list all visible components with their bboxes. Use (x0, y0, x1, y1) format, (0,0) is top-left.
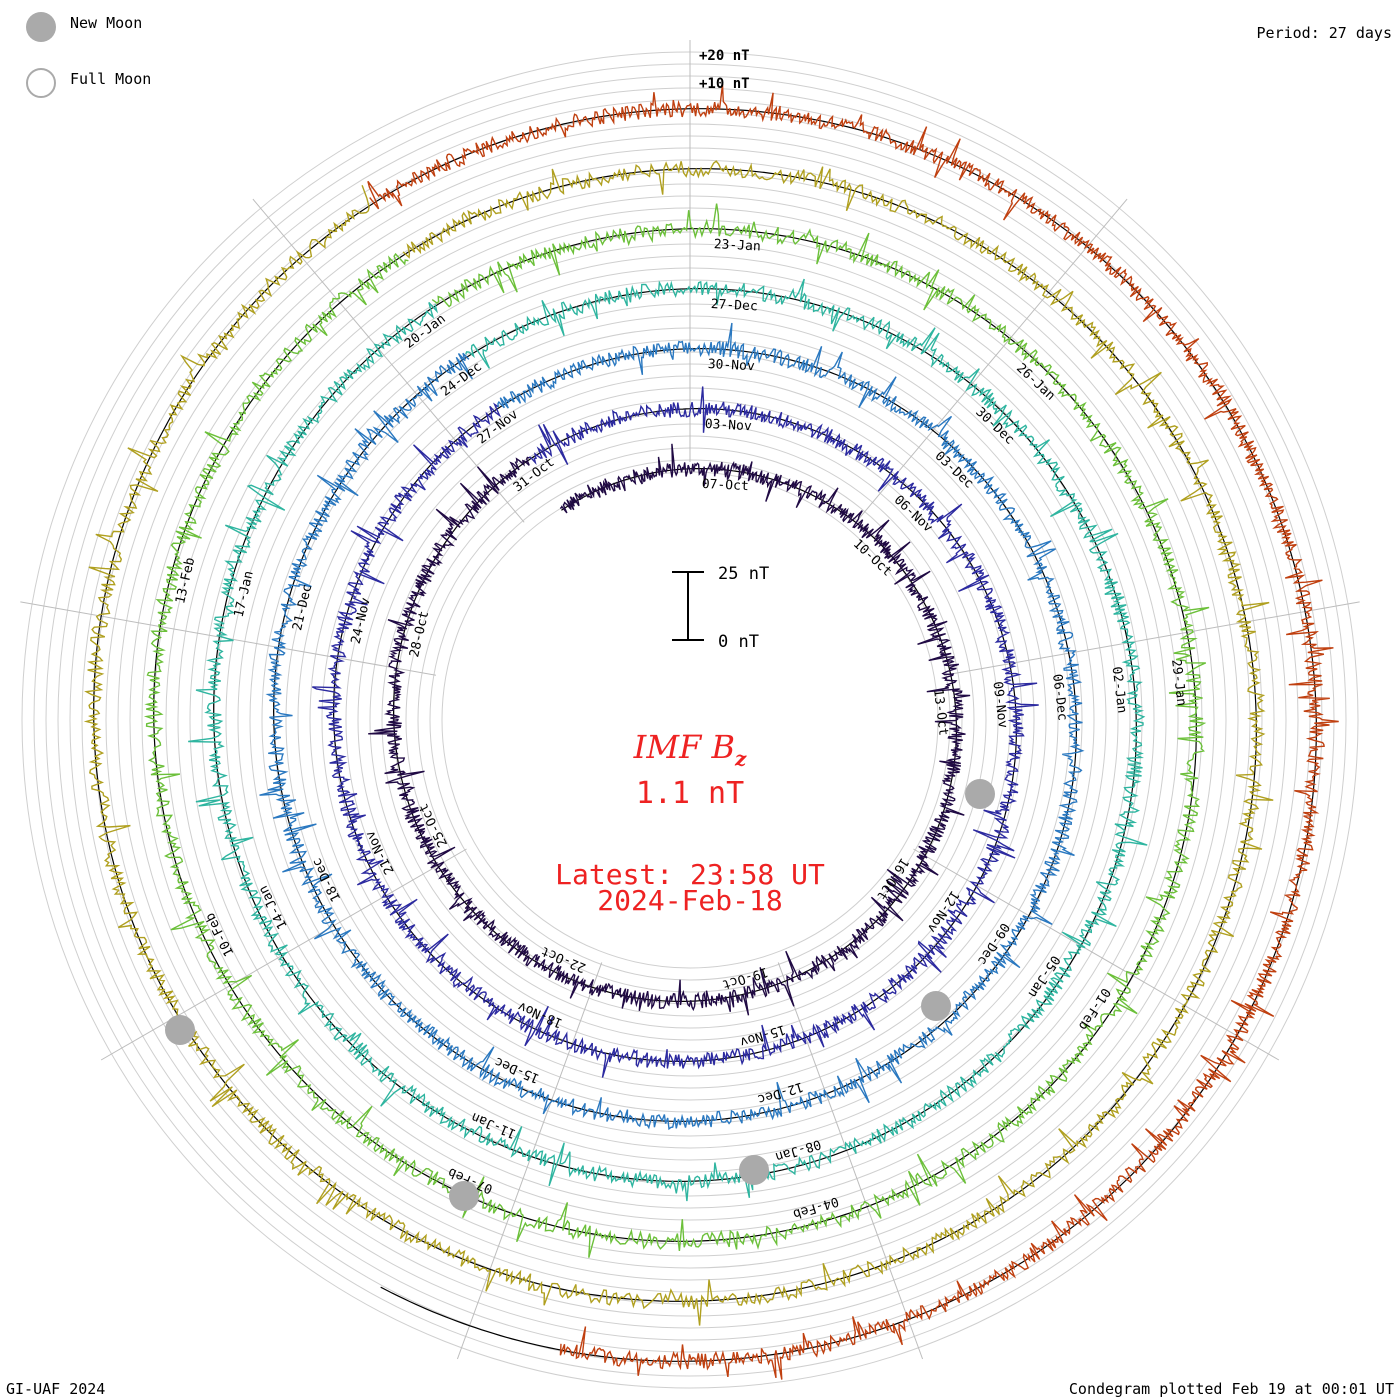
bz-series-loop-1 (368, 443, 971, 1016)
center-value: 1.1 nT (635, 776, 745, 811)
new-moon-marker (449, 1181, 479, 1211)
bz-series-loop-6 (83, 160, 1274, 1326)
latest-time: Latest: 23:58 UT (555, 858, 825, 891)
ring-label-20nt: +20 nT (699, 48, 750, 64)
radial-spoke (777, 962, 924, 1360)
date-tick-label: 29-Jan (1168, 658, 1189, 706)
center-title: IMF Bz (560, 728, 820, 770)
date-tick-label: 04-Feb (791, 1193, 840, 1221)
new-moon-marker (739, 1155, 769, 1185)
date-tick-label: 21-Dec (290, 583, 315, 632)
date-tick-label: 20-Jan (402, 312, 449, 352)
period-label: Period: 27 days (1256, 24, 1392, 42)
new-moon-legend-icon (26, 12, 56, 42)
date-tick-label: 28-Oct (407, 610, 432, 659)
grid-ring (357, 387, 1023, 1053)
date-tick-label: 06-Dec (1049, 673, 1070, 721)
date-tick-label: 23-Jan (713, 237, 761, 254)
scale-bar-bottom-label: 0 nT (718, 632, 759, 652)
new-moon-marker (965, 779, 995, 809)
date-tick-label: 08-Jan (773, 1136, 822, 1164)
grid-ring (393, 423, 987, 1017)
date-tick-label: 13-Oct (930, 688, 951, 736)
radial-spoke (855, 198, 1128, 523)
date-tick-label: 10-Feb (203, 910, 238, 959)
full-moon-legend-icon (26, 68, 56, 98)
date-tick-label: 27-Dec (710, 297, 758, 314)
date-tick-label: 03-Nov (704, 417, 752, 434)
date-tick-label: 07-Oct (701, 477, 749, 494)
center-title-main: IMF B (633, 728, 735, 766)
date-tick-label: 02-Jan (1109, 666, 1130, 714)
footer-credit: GI-UAF 2024 (6, 1380, 106, 1398)
new-moon-marker (921, 991, 951, 1021)
footer-plotted: Condegram plotted Feb 19 at 00:01 UT (1068, 1380, 1394, 1398)
bz-series-loop-5 (143, 203, 1210, 1258)
radial-spoke (943, 601, 1360, 676)
bz-series-loop-4 (188, 278, 1148, 1202)
bz-series-loop-2 (311, 386, 1039, 1078)
latest-date: 2024-Feb-18 (597, 884, 783, 917)
ring-label-10nt: +10 nT (699, 76, 750, 92)
date-tick-label: 16-Oct (873, 855, 911, 903)
radial-spoke (456, 962, 603, 1360)
bz-series-loop-3 (259, 322, 1085, 1131)
new-moon-legend-label: New Moon (70, 14, 143, 32)
new-moon-marker (165, 1015, 195, 1045)
date-tick-label: 17-Jan (232, 570, 257, 619)
center-title-sub: z (734, 746, 747, 771)
grid-ring (369, 399, 1011, 1041)
bz-series-loop-7 (367, 84, 1339, 1380)
scale-bar-top-label: 25 nT (718, 564, 770, 584)
date-tick-label: 09-Nov (989, 681, 1010, 730)
full-moon-legend-label: Full Moon (70, 70, 152, 88)
date-tick-label: 30-Nov (707, 357, 755, 374)
